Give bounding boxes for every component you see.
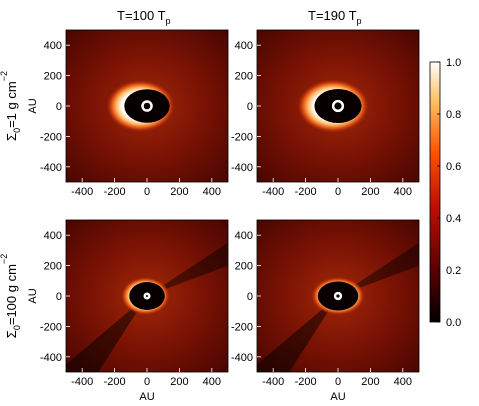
y-tick-label: 200: [235, 71, 253, 83]
shadow: [338, 242, 419, 296]
y-tick-label: 0: [247, 291, 253, 303]
row-label: Σ0=100 g cm−2: [0, 254, 22, 338]
x-tick-label: 400: [203, 376, 221, 388]
x-tick-label: 400: [203, 186, 221, 198]
y-tick-label: 0: [56, 291, 62, 303]
y-tick-label: 0: [56, 101, 62, 113]
x-tick-label: -400: [262, 186, 284, 198]
panel-image: [257, 220, 419, 372]
y-axis-label: AU: [27, 98, 39, 113]
x-tick-label: 400: [394, 186, 412, 198]
x-tick-label: 200: [170, 186, 188, 198]
row-label-rest: =100 g cm: [4, 264, 19, 325]
x-tick-label: -400: [71, 376, 93, 388]
x-tick-label: -200: [104, 186, 126, 198]
x-tick-label: 200: [361, 376, 379, 388]
disk-gap: [124, 89, 170, 123]
colorbar: [429, 61, 441, 323]
row-label-sup: −2: [0, 254, 9, 264]
disk-gap: [129, 282, 165, 310]
inner-ring: [141, 100, 153, 112]
y-tick-label: 200: [44, 261, 62, 273]
y-axis-label: AU: [27, 288, 39, 303]
row-label: Σ0=1 g cm−2: [0, 71, 22, 141]
row-label-sub: 0: [12, 128, 22, 133]
y-tick-label: -400: [40, 352, 62, 364]
x-tick-label: -200: [104, 376, 126, 388]
x-axis-label: AU: [139, 391, 154, 403]
shadow: [66, 296, 147, 372]
colorbar-tick-label: 0.8: [446, 109, 461, 121]
x-tick-label: -200: [295, 376, 317, 388]
y-tick-label: 400: [44, 40, 62, 52]
shadow: [147, 242, 228, 296]
column-title-sub: p: [357, 16, 362, 26]
column-title-base: T=190 T: [308, 8, 357, 23]
disk-gap: [314, 88, 362, 124]
column-title-base: T=100 T: [117, 8, 166, 23]
x-tick-label: 200: [361, 186, 379, 198]
row-label-rest: =1 g cm: [4, 81, 19, 128]
row-label-sub: 0: [12, 325, 22, 330]
y-tick-label: 200: [44, 71, 62, 83]
x-tick-label: 400: [394, 376, 412, 388]
y-tick-label: 400: [235, 40, 253, 52]
shadow: [257, 296, 338, 372]
x-tick-label: 0: [144, 376, 150, 388]
column-title: T=100 Tp: [117, 8, 171, 26]
y-tick-label: 200: [235, 261, 253, 273]
x-tick-label: 0: [335, 186, 341, 198]
panel-image: [257, 30, 419, 182]
y-tick-label: -200: [40, 321, 62, 333]
y-tick-label: 0: [247, 101, 253, 113]
y-tick-label: -400: [231, 352, 253, 364]
x-tick-label: 0: [144, 186, 150, 198]
inner-ring: [333, 291, 343, 301]
panel-image: [66, 220, 228, 372]
panel-image: [66, 30, 228, 182]
colorbar-tick-label: 1.0: [446, 57, 461, 69]
x-tick-label: -400: [262, 376, 284, 388]
row-label-base: Σ: [4, 133, 19, 141]
y-tick-label: 400: [235, 230, 253, 242]
row-label-base: Σ: [4, 330, 19, 338]
colorbar-tick-label: 0.6: [446, 161, 461, 173]
x-tick-label: -200: [295, 186, 317, 198]
y-tick-label: 400: [44, 230, 62, 242]
x-tick-label: 200: [170, 376, 188, 388]
row-label-sup: −2: [0, 71, 9, 81]
colorbar-tick-label: 0.4: [446, 213, 461, 225]
inner-ring: [331, 99, 345, 113]
x-axis-label: AU: [330, 391, 345, 403]
y-tick-label: -200: [40, 131, 62, 143]
disk-gap: [317, 281, 359, 311]
x-tick-label: -400: [71, 186, 93, 198]
inner-ring: [143, 292, 151, 300]
colorbar-tick-label: 0.0: [446, 317, 461, 329]
column-title: T=190 Tp: [308, 8, 362, 26]
y-tick-label: -400: [231, 162, 253, 174]
y-tick-label: -400: [40, 162, 62, 174]
y-tick-label: -200: [231, 321, 253, 333]
y-tick-label: -200: [231, 131, 253, 143]
column-title-sub: p: [166, 16, 171, 26]
x-tick-label: 0: [335, 376, 341, 388]
colorbar-tick-label: 0.2: [446, 265, 461, 277]
